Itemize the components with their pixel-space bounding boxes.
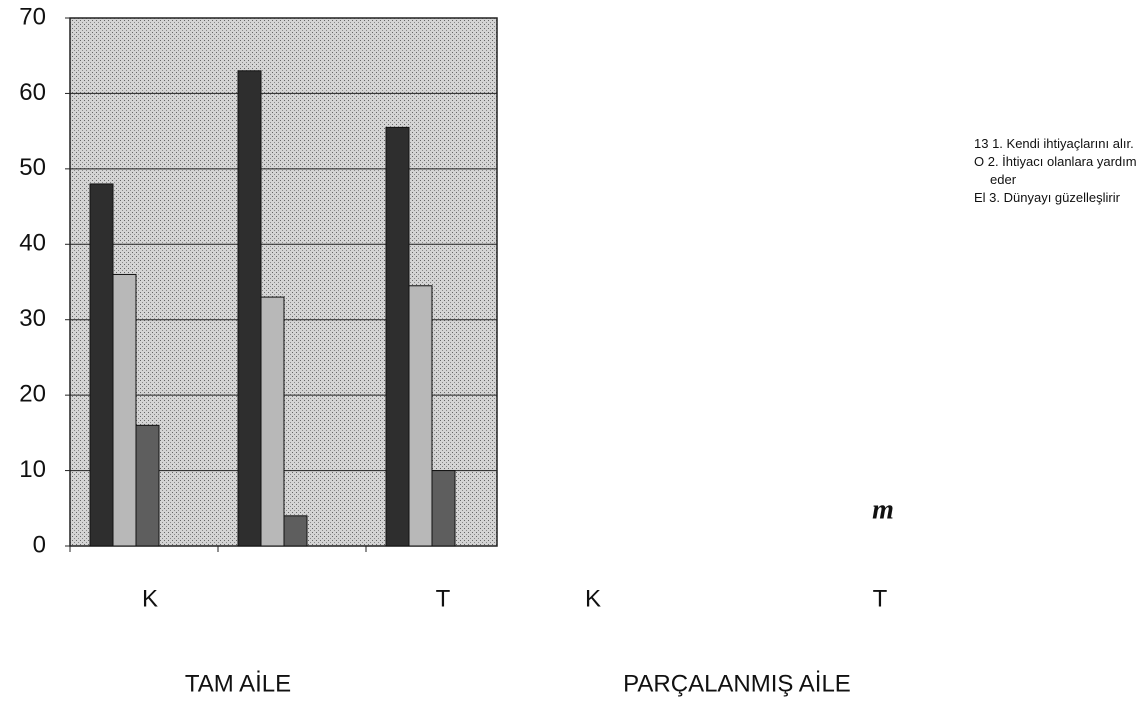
- y-tick-label: 70: [19, 3, 46, 30]
- x-label: K: [585, 585, 601, 612]
- legend-entry: O 2. İhtiyacı olanlara yardım eder: [974, 154, 1137, 187]
- x-label: T: [873, 585, 888, 612]
- group-label: PARÇALANMIŞ AİLE: [623, 670, 851, 697]
- bar: [89, 183, 114, 547]
- group-label: TAM AİLE: [185, 670, 291, 697]
- y-tick-label: 40: [19, 230, 46, 257]
- bar: [135, 424, 160, 547]
- bar: [408, 285, 433, 547]
- legend-entry: 13 1. Kendi ihtiyaçlarını alır.: [974, 136, 1134, 151]
- x-label: K: [142, 585, 158, 612]
- bar: [431, 470, 456, 547]
- y-tick-label: 30: [19, 305, 46, 332]
- y-tick-label: 10: [19, 456, 46, 483]
- bar: [385, 126, 410, 547]
- bar: [237, 70, 262, 547]
- y-tick-label: 20: [19, 380, 46, 407]
- bar: [283, 515, 308, 547]
- bar: [260, 296, 285, 547]
- y-tick-label: 50: [19, 154, 46, 181]
- x-label: T: [436, 585, 451, 612]
- y-tick-label: 0: [33, 531, 46, 558]
- annotation: m: [872, 494, 894, 525]
- y-tick-label: 60: [19, 79, 46, 106]
- legend-entry: El 3. Dünyayı güzelleşlirir: [974, 190, 1120, 205]
- bar: [112, 273, 137, 547]
- legend: 13 1. Kendi ihtiyaçlarını alır. O 2. İhti…: [974, 135, 1141, 207]
